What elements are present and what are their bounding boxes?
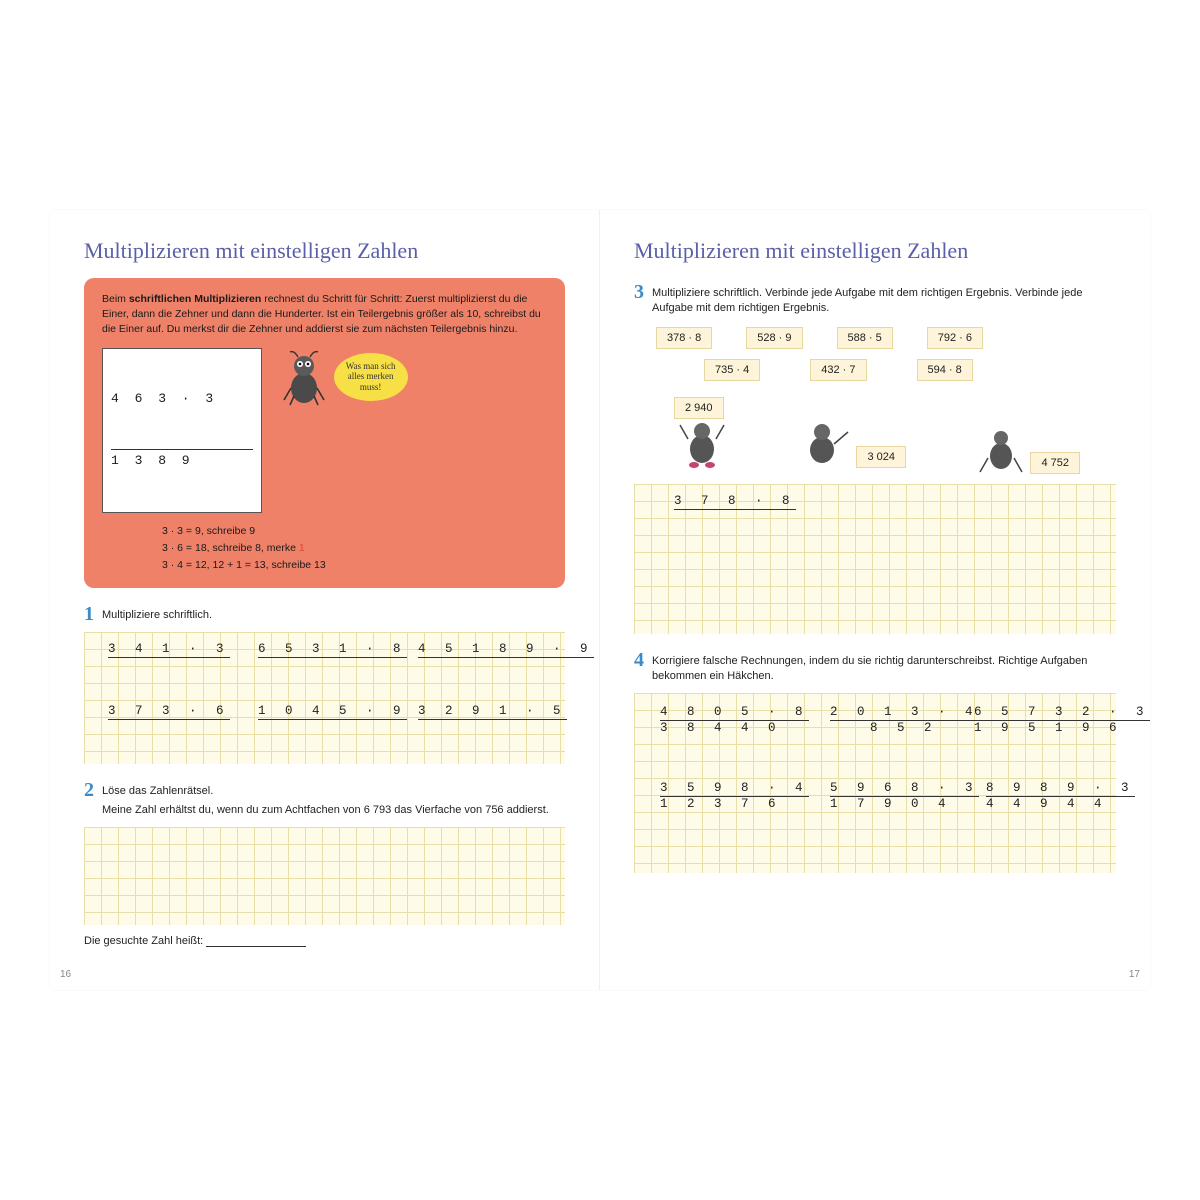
ant-hold-2: 3 024 [800, 422, 906, 468]
info-t1: Beim [102, 293, 129, 305]
answer-blank[interactable] [206, 946, 306, 947]
ant-icon [800, 422, 852, 468]
ex4-5b: 4 4 9 4 4 [986, 797, 1108, 811]
ex4-4b: 1 7 9 0 4 [830, 797, 952, 811]
ant-hold-1: 2 940 [674, 397, 730, 474]
page-17: Multiplizieren mit einstelligen Zahlen 3… [600, 210, 1150, 990]
ex4-4t: 5 9 6 8 · 3 [830, 781, 979, 797]
step-2: 3 · 6 = 18, schreibe 8, merke 1 [162, 540, 547, 557]
step-1: 3 · 3 = 9, schreibe 9 [162, 523, 547, 540]
ex3-row1: 378 · 8 528 · 9 588 · 5 792 · 6 [656, 327, 1116, 349]
book-spread: Multiplizieren mit einstelligen Zahlen B… [50, 210, 1150, 990]
ex1-b: 6 5 3 1 · 8 [258, 642, 407, 658]
tile: 588 · 5 [837, 327, 893, 349]
tile: 432 · 7 [810, 359, 866, 381]
held-tile: 4 752 [1030, 452, 1080, 474]
ex4-3t: 3 5 9 8 · 4 [660, 781, 809, 797]
ex2-answer-label: Die gesuchte Zahl heißt: [84, 935, 206, 947]
ex4-title: Korrigiere falsche Rechnungen, indem du … [652, 650, 1116, 685]
page-16: Multiplizieren mit einstelligen Zahlen B… [50, 210, 600, 990]
held-tile: 3 024 [856, 446, 906, 468]
calc-top: 4 6 3 · 3 [111, 390, 253, 409]
exercise-3: 3 Multipliziere schriftlich. Verbinde je… [634, 282, 1116, 634]
ex3-grid-item: 3 7 8 · 8 [674, 494, 796, 510]
pagenum-right: 17 [1129, 969, 1140, 980]
ex4-number: 4 [634, 650, 644, 670]
ex4-1t: 2 0 1 3 · 4 [830, 705, 979, 721]
ex4-3b: 1 2 3 7 6 [660, 797, 782, 811]
ex1-a: 3 4 1 · 3 [108, 642, 230, 658]
ex4-1b: 8 5 2 [870, 721, 938, 735]
ex2-text: Löse das Zahlenrätsel. Meine Zahl erhält… [102, 780, 549, 819]
ex1-number: 1 [84, 604, 94, 624]
worked-example: 4 6 3 · 3 1 3 8 9 [102, 348, 262, 514]
ex1-f: 3 2 9 1 · 5 [418, 704, 567, 720]
page-title-left: Multiplizieren mit einstelligen Zahlen [84, 238, 565, 264]
pagenum-left: 16 [60, 969, 71, 980]
ex2-answer: Die gesuchte Zahl heißt: [84, 935, 565, 947]
step2a: 3 · 6 = 18, schreibe 8, merke [162, 542, 299, 554]
ex3-row2: 735 · 4 432 · 7 594 · 8 [704, 359, 1116, 381]
ex4-2b: 1 9 5 1 9 6 [974, 721, 1123, 735]
ex1-c: 4 5 1 8 9 · 9 [418, 642, 594, 658]
info-text: Beim schriftlichen Multiplizieren rechne… [102, 292, 547, 338]
step-3: 3 · 4 = 12, 12 + 1 = 13, schreibe 13 [162, 557, 547, 574]
tile: 528 · 9 [746, 327, 802, 349]
page-title-right: Multiplizieren mit einstelligen Zahlen [634, 238, 1116, 264]
ex3-ants: 2 940 3 024 4 752 [674, 397, 1116, 474]
tile: 735 · 4 [704, 359, 760, 381]
tile: 792 · 6 [927, 327, 983, 349]
ant-character: Was man sich alles merken muss! [280, 348, 408, 406]
ex3-number: 3 [634, 282, 644, 302]
ant-icon [976, 428, 1026, 474]
ex2-title: Löse das Zahlenrätsel. [102, 784, 549, 799]
calc-steps: 3 · 3 = 9, schreibe 9 3 · 6 = 18, schrei… [162, 523, 547, 573]
ant-icon [674, 419, 730, 469]
info-box: Beim schriftlichen Multiplizieren rechne… [84, 278, 565, 588]
tile: 378 · 8 [656, 327, 712, 349]
ex1-grid: 3 4 1 · 3 6 5 3 1 · 8 4 5 1 8 9 · 9 3 7 … [84, 632, 565, 764]
tile: 594 · 8 [917, 359, 973, 381]
ant-icon [280, 348, 328, 406]
ex4-grid: 4 8 0 5 · 8 3 8 4 4 0 2 0 1 3 · 4 8 5 2 … [634, 693, 1116, 873]
exercise-4: 4 Korrigiere falsche Rechnungen, indem d… [634, 650, 1116, 873]
ex3-grid: 3 7 8 · 8 [634, 484, 1116, 634]
ex1-e: 1 0 4 5 · 9 [258, 704, 407, 720]
ex1-d: 3 7 3 · 6 [108, 704, 230, 720]
step2b: 1 [299, 542, 305, 554]
calc-box: 4 6 3 · 3 1 3 8 9 [102, 348, 262, 514]
ant-hold-3: 4 752 [976, 428, 1080, 474]
exercise-1: 1 Multipliziere schriftlich. 3 4 1 · 3 6… [84, 604, 565, 764]
ex4-2t: 6 5 7 3 2 · 3 [974, 705, 1150, 721]
ex2-number: 2 [84, 780, 94, 800]
calc-bottom: 1 3 8 9 [111, 449, 253, 471]
held-tile: 2 940 [674, 397, 724, 419]
exercise-2: 2 Löse das Zahlenrätsel. Meine Zahl erhä… [84, 780, 565, 947]
ex4-5t: 8 9 8 9 · 3 [986, 781, 1135, 797]
ex4-0t: 4 8 0 5 · 8 [660, 705, 809, 721]
ex1-title: Multipliziere schriftlich. [102, 604, 212, 623]
info-bold: schriftlichen Multiplizieren [129, 293, 261, 305]
ex2-body: Meine Zahl erhältst du, wenn du zum Acht… [102, 803, 549, 818]
ex3-title: Multipliziere schriftlich. Verbinde jede… [652, 282, 1116, 317]
ex4-0b: 3 8 4 4 0 [660, 721, 782, 735]
ex2-grid [84, 827, 565, 925]
speech-bubble: Was man sich alles merken muss! [334, 353, 408, 401]
